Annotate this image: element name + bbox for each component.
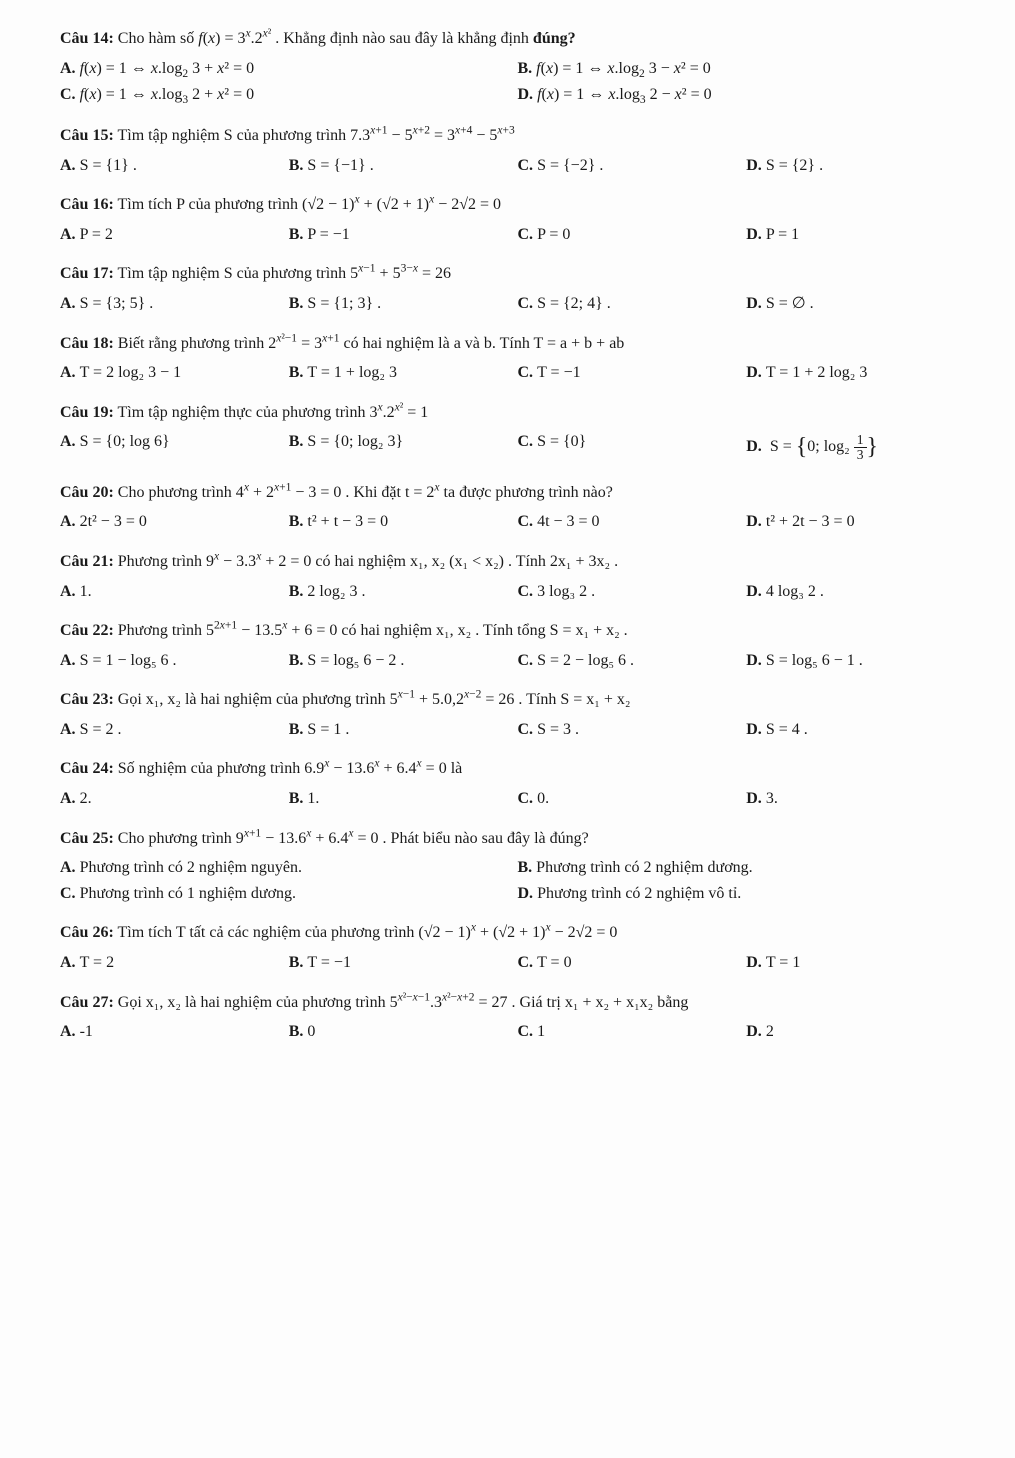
choices: A.S = {3; 5} . B.S = {1; 3} . C.S = {2; … — [60, 293, 975, 319]
choice-A: A.S = 1 − log₅ 6 . — [60, 650, 289, 672]
choices: A.S = 1 − log₅ 6 . B.S = log₅ 6 − 2 . C.… — [60, 650, 975, 676]
stem: Câu 23: Gọi x₁, x₂ là hai nghiệm của phư… — [60, 689, 975, 711]
choices: A.S = {1} . B.S = {−1} . C.S = {−2} . D.… — [60, 155, 975, 181]
choice-B: B.T = −1 — [289, 952, 518, 974]
question-24: Câu 24: Số nghiệm của phương trình 6.9x … — [60, 758, 975, 813]
stem: Câu 22: Phương trình 52x+1 − 13.5x + 6 =… — [60, 620, 975, 642]
choice-B: B.S = {1; 3} . — [289, 293, 518, 315]
choice-B: B.S = 1 . — [289, 719, 518, 741]
choice-B: B.Phương trình có 2 nghiệm dương. — [518, 857, 976, 879]
choice-C: C.0. — [518, 788, 747, 810]
stem: Câu 27: Gọi x₁, x₂ là hai nghiệm của phư… — [60, 992, 975, 1014]
choices: A.Phương trình có 2 nghiệm nguyên. B.Phư… — [60, 857, 975, 908]
stem: Câu 15: Tìm tập nghiệm S của phương trìn… — [60, 125, 975, 147]
choice-C: C.T = −1 — [518, 362, 747, 384]
choice-C: C.P = 0 — [518, 224, 747, 246]
choice-D: D.S = log₅ 6 − 1 . — [746, 650, 975, 672]
stem: Câu 18: Biết rằng phương trình 2x²−1 = 3… — [60, 333, 975, 355]
choice-B: B.S = {−1} . — [289, 155, 518, 177]
choice-C: C.3 log₃ 2 . — [518, 581, 747, 603]
stem: Câu 19: Tìm tập nghiệm thực của phương t… — [60, 402, 975, 424]
choice-D: D.P = 1 — [746, 224, 975, 246]
choice-B: B.0 — [289, 1021, 518, 1043]
choice-D: D.f(x) = 1 ⇔ x.log3 2 − x² = 0 — [518, 84, 976, 107]
choice-A: A.P = 2 — [60, 224, 289, 246]
choice-A: A.f(x) = 1 ⇔ x.log2 3 + x² = 0 — [60, 58, 518, 81]
stem: Câu 14: Cho hàm số f(x) = 3x.2x² . Khẳng… — [60, 28, 975, 50]
choice-A: A.S = {0; log 6} — [60, 431, 289, 463]
question-19: Câu 19: Tìm tập nghiệm thực của phương t… — [60, 402, 975, 468]
choice-A: A.S = {1} . — [60, 155, 289, 177]
stem: Câu 17: Tìm tập nghiệm S của phương trìn… — [60, 263, 975, 285]
choice-D: D.t² + 2t − 3 = 0 — [746, 511, 975, 533]
choice-B: B.S = {0; log₂ 3} — [289, 431, 518, 463]
question-23: Câu 23: Gọi x₁, x₂ là hai nghiệm của phư… — [60, 689, 975, 744]
choices: A.1. B.2 log₂ 3 . C.3 log₃ 2 . D.4 log₃ … — [60, 581, 975, 607]
choice-D: D.4 log₃ 2 . — [746, 581, 975, 603]
stem: Câu 24: Số nghiệm của phương trình 6.9x … — [60, 758, 975, 780]
choice-A: A.2. — [60, 788, 289, 810]
choice-D: D.2 — [746, 1021, 975, 1043]
choice-D: D.3. — [746, 788, 975, 810]
stem: Câu 20: Cho phương trình 4x + 2x+1 − 3 =… — [60, 482, 975, 504]
question-14: Câu 14: Cho hàm số f(x) = 3x.2x² . Khẳng… — [60, 28, 975, 111]
choice-C: C.4t − 3 = 0 — [518, 511, 747, 533]
stem: Câu 21: Phương trình 9x − 3.3x + 2 = 0 c… — [60, 551, 975, 573]
choice-C: C.1 — [518, 1021, 747, 1043]
choice-C: C.S = 3 . — [518, 719, 747, 741]
choice-B: B.2 log₂ 3 . — [289, 581, 518, 603]
choices: A.-1 B.0 C.1 D.2 — [60, 1021, 975, 1047]
question-number: Câu 14: — [60, 30, 114, 47]
question-17: Câu 17: Tìm tập nghiệm S của phương trìn… — [60, 263, 975, 318]
stem: Câu 26: Tìm tích T tất cả các nghiệm của… — [60, 922, 975, 944]
question-25: Câu 25: Cho phương trình 9x+1 − 13.6x + … — [60, 828, 975, 909]
question-18: Câu 18: Biết rằng phương trình 2x²−1 = 3… — [60, 333, 975, 388]
question-22: Câu 22: Phương trình 52x+1 − 13.5x + 6 =… — [60, 620, 975, 675]
choice-C: C.f(x) = 1 ⇔ x.log3 2 + x² = 0 — [60, 84, 518, 107]
choice-A: A.Phương trình có 2 nghiệm nguyên. — [60, 857, 518, 879]
choice-B: B.f(x) = 1 ⇔ x.log2 3 − x² = 0 — [518, 58, 976, 81]
choice-C: C.S = 2 − log₅ 6 . — [518, 650, 747, 672]
question-16: Câu 16: Tìm tích P của phương trình (√2 … — [60, 194, 975, 249]
choice-A: A.S = 2 . — [60, 719, 289, 741]
choice-D: D.S = ∅ . — [746, 293, 975, 315]
choice-A: A.2t² − 3 = 0 — [60, 511, 289, 533]
choices: A.P = 2 B.P = −1 C.P = 0 D.P = 1 — [60, 224, 975, 250]
choice-D: D.S = {2} . — [746, 155, 975, 177]
choice-B: B.1. — [289, 788, 518, 810]
choice-C: C.S = {2; 4} . — [518, 293, 747, 315]
choice-C: C.S = {−2} . — [518, 155, 747, 177]
choices: A.S = 2 . B.S = 1 . C.S = 3 . D.S = 4 . — [60, 719, 975, 745]
choices: A.T = 2 B.T = −1 C.T = 0 D.T = 1 — [60, 952, 975, 978]
question-20: Câu 20: Cho phương trình 4x + 2x+1 − 3 =… — [60, 482, 975, 537]
question-26: Câu 26: Tìm tích T tất cả các nghiệm của… — [60, 922, 975, 977]
question-15: Câu 15: Tìm tập nghiệm S của phương trìn… — [60, 125, 975, 180]
choices: A.S = {0; log 6} B.S = {0; log₂ 3} C.S =… — [60, 431, 975, 467]
choices: A.2t² − 3 = 0 B.t² + t − 3 = 0 C.4t − 3 … — [60, 511, 975, 537]
choices: A.2. B.1. C.0. D.3. — [60, 788, 975, 814]
choice-B: B.t² + t − 3 = 0 — [289, 511, 518, 533]
choices: A.f(x) = 1 ⇔ x.log2 3 + x² = 0 B.f(x) = … — [60, 58, 975, 111]
choice-C: C.S = {0} — [518, 431, 747, 463]
choice-C: C.T = 0 — [518, 952, 747, 974]
choice-D: D.S = 4 . — [746, 719, 975, 741]
choice-C: C.Phương trình có 1 nghiệm dương. — [60, 883, 518, 905]
choice-B: B.S = log₅ 6 − 2 . — [289, 650, 518, 672]
choice-B: B.T = 1 + log₂ 3 — [289, 362, 518, 384]
choice-A: A.S = {3; 5} . — [60, 293, 289, 315]
stem: Câu 25: Cho phương trình 9x+1 − 13.6x + … — [60, 828, 975, 850]
choice-B: B.P = −1 — [289, 224, 518, 246]
choice-A: A.T = 2 — [60, 952, 289, 974]
choice-A: A.T = 2 log₂ 3 − 1 — [60, 362, 289, 384]
choice-D: D.T = 1 + 2 log₂ 3 — [746, 362, 975, 384]
choice-D: D.T = 1 — [746, 952, 975, 974]
choice-D: D. S = {0; log₂ 13} — [746, 431, 975, 463]
stem: Câu 16: Tìm tích P của phương trình (√2 … — [60, 194, 975, 216]
choice-A: A.-1 — [60, 1021, 289, 1043]
choice-D: D.Phương trình có 2 nghiệm vô tỉ. — [518, 883, 976, 905]
choices: A.T = 2 log₂ 3 − 1 B.T = 1 + log₂ 3 C.T … — [60, 362, 975, 388]
question-21: Câu 21: Phương trình 9x − 3.3x + 2 = 0 c… — [60, 551, 975, 606]
question-27: Câu 27: Gọi x₁, x₂ là hai nghiệm của phư… — [60, 992, 975, 1047]
choice-A: A.1. — [60, 581, 289, 603]
